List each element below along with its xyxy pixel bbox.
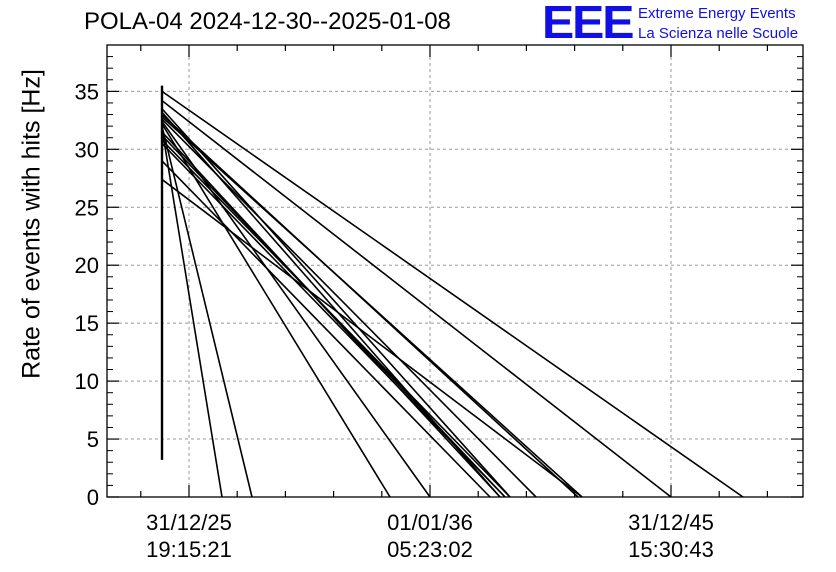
series-line [161, 139, 511, 498]
axis-ticks [107, 44, 803, 498]
y-tick-label: 35 [75, 79, 99, 104]
y-tick-label: 30 [75, 137, 99, 162]
y-tick-label: 20 [75, 253, 99, 278]
logo-tagline-2: La Scienza nelle Scuole [638, 25, 799, 42]
series-line [161, 125, 253, 498]
series-line [161, 178, 583, 498]
series-line [161, 142, 506, 498]
series-line [161, 121, 431, 498]
series-line [161, 99, 672, 498]
y-tick-label: 10 [75, 369, 99, 394]
series-line [161, 108, 511, 498]
x-tick-label-date: 31/12/45 [628, 510, 714, 535]
x-tick-label-time: 15:30:43 [628, 537, 714, 562]
series-line [161, 118, 537, 498]
series-line [161, 160, 491, 498]
grid-lines [107, 45, 803, 497]
series-line [161, 128, 223, 498]
series-line [161, 123, 391, 498]
eee-logo: EEE Extreme Energy Events La Scienza nel… [542, 0, 832, 48]
chart-title: POLA-04 2024-12-30--2025-01-08 [84, 8, 451, 35]
x-tick-label-date: 31/12/25 [146, 510, 232, 535]
y-tick-label: 15 [75, 311, 99, 336]
series-lines [160, 85, 744, 498]
x-tick-label-time: 19:15:21 [146, 537, 232, 562]
eee-logo-mark: EEE [542, 0, 634, 48]
logo-tagline-1: Extreme Energy Events [638, 5, 796, 22]
y-tick-label: 25 [75, 195, 99, 220]
series-line [161, 116, 583, 498]
y-tick-label: 0 [87, 485, 99, 510]
x-tick-label-time: 05:23:02 [387, 537, 473, 562]
series-line [161, 90, 744, 498]
y-tick-label: 5 [87, 427, 99, 452]
x-tick-label-date: 01/01/36 [387, 510, 473, 535]
plot-frame [106, 44, 804, 498]
